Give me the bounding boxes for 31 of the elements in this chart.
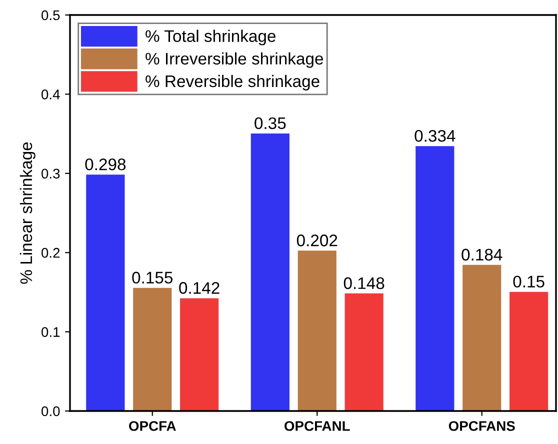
bar [180, 298, 219, 411]
y-tick-label: 0.5 [42, 10, 60, 20]
y-tick-label: 0.0 [42, 406, 60, 416]
bar [133, 288, 172, 411]
data-label: 0.298 [85, 158, 126, 170]
legend-label: % Irreversible shrinkage [146, 52, 324, 68]
y-axis-title: % Linear shrinkage [20, 142, 36, 284]
y-tick-label: 0.1 [42, 327, 60, 337]
bar [416, 146, 454, 411]
data-label: 0.35 [254, 117, 286, 130]
bar [510, 292, 548, 411]
bar [344, 293, 384, 411]
data-label: 0.155 [132, 272, 173, 284]
x-tick-label: OPCFANL [284, 421, 350, 431]
bar [298, 250, 336, 411]
y-tick-label: 0.4 [42, 90, 60, 100]
data-label: 0.202 [296, 234, 338, 246]
x-tick-label: OPCFANS [448, 421, 515, 431]
data-label: 0.142 [179, 282, 220, 294]
y-tick-label: 0.3 [42, 168, 60, 179]
x-tick-label: OPCFA [129, 421, 176, 431]
data-label: 0.184 [462, 248, 502, 261]
y-tick-label: 0.2 [42, 248, 60, 258]
data-label: 0.15 [513, 276, 544, 288]
bar [462, 264, 502, 411]
legend-label: % Total shrinkage [146, 30, 276, 46]
legend-label: % Reversible shrinkage [146, 74, 320, 90]
bar [86, 174, 125, 411]
data-label: 0.148 [344, 277, 384, 290]
bar [250, 133, 290, 411]
data-label: 0.334 [414, 130, 456, 142]
